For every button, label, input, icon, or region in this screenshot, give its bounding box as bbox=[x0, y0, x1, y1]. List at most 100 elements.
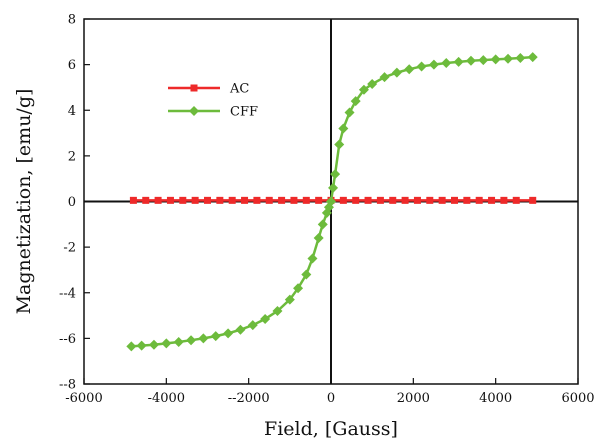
series-cff-point bbox=[490, 54, 501, 65]
plot-frame bbox=[83, 18, 579, 385]
series-ac-point bbox=[265, 196, 273, 204]
series-ac-point bbox=[315, 196, 323, 204]
series-cff-point bbox=[391, 67, 402, 78]
x-tick-label: -4000 bbox=[148, 391, 185, 406]
series-ac-point bbox=[529, 196, 537, 204]
legend-label: AC bbox=[229, 82, 249, 97]
series-cff-point bbox=[272, 306, 283, 316]
series-cff-point bbox=[247, 320, 258, 331]
series-ac-point bbox=[389, 196, 397, 204]
y-tick-label: --8 bbox=[59, 378, 76, 393]
series-cff-point bbox=[330, 169, 341, 180]
series-ac-point bbox=[278, 196, 286, 204]
series-cff-point bbox=[317, 219, 328, 230]
x-axis-title: Field, [Gauss] bbox=[264, 418, 398, 440]
series-cff-point bbox=[334, 139, 345, 150]
series-cff-point bbox=[284, 294, 295, 305]
legend-swatch-marker bbox=[189, 106, 199, 116]
x-tick-label: 4000 bbox=[479, 391, 512, 406]
legend-item-ac: AC bbox=[168, 82, 249, 97]
x-tick-label: --2000 bbox=[228, 391, 270, 406]
series-ac-point bbox=[500, 196, 508, 204]
y-tick-label: 4 bbox=[68, 104, 76, 119]
y-tick-label: 0 bbox=[68, 195, 76, 210]
y-tick-label: -2 bbox=[63, 241, 76, 256]
y-tick-label: --6 bbox=[59, 332, 76, 347]
series-ac-point bbox=[204, 196, 211, 204]
series-ac-point bbox=[166, 196, 174, 204]
y-axis-title: Magnetization, [emu/g] bbox=[13, 89, 35, 315]
series-cff-point bbox=[301, 269, 312, 280]
x-tick-label: -6000 bbox=[65, 391, 102, 406]
series-cff-point bbox=[293, 283, 304, 294]
series-ac-point bbox=[451, 196, 458, 204]
series-cff-point bbox=[478, 55, 489, 66]
series-cff-point bbox=[515, 53, 526, 64]
series-cff-point bbox=[326, 196, 336, 207]
series-cff-point bbox=[441, 58, 452, 69]
series-cff-point bbox=[503, 53, 514, 64]
series-cff-point bbox=[527, 52, 538, 63]
series-ac-point bbox=[216, 196, 224, 204]
legend-swatch-marker bbox=[190, 84, 198, 92]
series-cff-point bbox=[404, 64, 415, 75]
series-ac-point bbox=[512, 196, 520, 204]
series-cff-point bbox=[328, 182, 339, 193]
series-ac-point bbox=[241, 196, 249, 204]
series-cff-point bbox=[210, 331, 221, 342]
series-cff-point bbox=[223, 328, 234, 339]
series-cff-point bbox=[428, 59, 439, 70]
series-cff-point bbox=[416, 61, 427, 72]
series-ac-point bbox=[376, 196, 384, 204]
series-cff-point bbox=[126, 341, 137, 352]
legend-label: CFF bbox=[230, 105, 258, 120]
series-cff-point bbox=[235, 324, 246, 335]
series-ac-point bbox=[339, 196, 347, 204]
series-ac-point bbox=[228, 196, 236, 204]
series-ac-point bbox=[413, 196, 421, 204]
series-ac-point bbox=[290, 196, 298, 204]
series-ac-point bbox=[438, 196, 446, 204]
series-ac-point bbox=[142, 196, 150, 204]
series-cff-point bbox=[379, 72, 390, 83]
series-cff-point bbox=[148, 339, 159, 350]
series-cff-point bbox=[173, 337, 184, 348]
series-cff-point bbox=[344, 107, 355, 118]
series-cff-point bbox=[136, 340, 147, 351]
series-cff-point bbox=[260, 313, 271, 324]
y-tick-label: 8 bbox=[68, 13, 76, 28]
series-ac-point bbox=[426, 196, 434, 204]
x-tick-label: 2000 bbox=[397, 391, 430, 406]
series-ac-point bbox=[253, 196, 261, 204]
series-ac-point bbox=[302, 196, 310, 204]
series-cff bbox=[126, 52, 538, 352]
series-ac-point bbox=[352, 196, 360, 204]
series-cff-point bbox=[358, 84, 369, 95]
y-tick-label: 2 bbox=[68, 149, 76, 164]
x-tick-label: 0 bbox=[327, 391, 335, 406]
series-ac-point bbox=[364, 196, 372, 204]
tick-labels: -6000 -4000 --2000 0 2000 4000 6000 8 6 4 2 0 -2 --4 -… bbox=[59, 13, 595, 407]
series-cff-point bbox=[313, 233, 324, 243]
series-ac-point bbox=[475, 196, 483, 204]
series-cff-point bbox=[367, 79, 378, 90]
series-ac-point bbox=[463, 196, 471, 204]
series-cff-point bbox=[198, 333, 209, 344]
series-cff-point bbox=[338, 123, 349, 134]
series-cff-point bbox=[186, 335, 197, 346]
series-cff-point bbox=[465, 55, 476, 66]
series-ac-point bbox=[129, 196, 137, 204]
series-ac-point bbox=[179, 196, 187, 204]
y-tick-label: 6 bbox=[68, 58, 76, 73]
series-cff-point bbox=[453, 56, 464, 67]
x-tick-label: 6000 bbox=[561, 391, 594, 406]
series-cff-point bbox=[350, 96, 361, 107]
series-cff-point bbox=[161, 338, 172, 349]
legend-item-cff: CFF bbox=[168, 105, 258, 120]
series-ac-point bbox=[191, 196, 199, 204]
series-ac-point bbox=[154, 196, 162, 204]
data-series bbox=[126, 52, 538, 352]
y-tick-label: --4 bbox=[59, 286, 76, 301]
series-cff-point bbox=[307, 253, 318, 264]
